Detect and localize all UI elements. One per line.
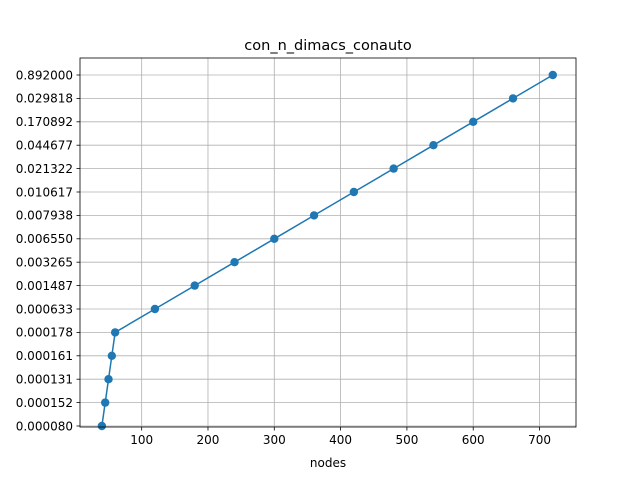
data-point (97, 421, 107, 431)
y-tick-label: 0.021322 (16, 162, 73, 176)
series-layer (97, 70, 557, 431)
y-tick-label: 0.007938 (16, 209, 73, 223)
x-tick-label: 400 (329, 433, 352, 447)
data-point (349, 187, 359, 197)
data-point (389, 164, 398, 173)
y-tick-label: 0.000178 (16, 326, 73, 340)
y-tick-label: 0.044677 (16, 139, 73, 153)
data-point (230, 258, 239, 267)
data-point (270, 234, 279, 243)
x-tick-label: 600 (462, 433, 485, 447)
data-point (508, 94, 518, 103)
data-point (309, 211, 319, 220)
y-axis: 0.000080 0.000152 0.000131 0.000161 0.000178… (16, 68, 80, 433)
chart-title: con_n_dimacs_conauto (244, 38, 412, 54)
x-tick-label: 500 (395, 433, 418, 447)
x-tick-label: 700 (528, 433, 551, 447)
data-point (190, 281, 199, 290)
data-point (100, 398, 110, 407)
y-tick-label: 0.170892 (16, 115, 73, 129)
plot-frame (79, 57, 577, 428)
y-tick-label: 0.006550 (16, 232, 73, 246)
y-tick-label: 0.000152 (16, 396, 73, 410)
x-tick-label: 200 (197, 433, 220, 447)
data-point (429, 141, 438, 150)
x-tick-label: 100 (130, 433, 153, 447)
data-point (107, 351, 117, 360)
x-tick-label: 300 (263, 433, 286, 447)
y-tick-label: 0.000161 (16, 349, 73, 363)
data-point (469, 117, 478, 127)
y-tick-label: 0.003265 (16, 256, 73, 270)
y-tick-label: 0.001487 (16, 279, 73, 293)
y-tick-label: 0.000131 (16, 373, 73, 387)
y-tick-label: 0.029818 (16, 92, 73, 106)
data-point (104, 375, 113, 384)
y-tick-label: 0.892000 (16, 68, 73, 82)
y-tick-label: 0.000080 (16, 419, 73, 433)
series-line (101, 74, 554, 427)
data-point (150, 304, 160, 314)
x-axis: 100 200 300 400 500 600 700 (130, 427, 551, 447)
data-point (110, 328, 120, 337)
data-point (548, 70, 557, 80)
y-tick-label: 0.010617 (16, 185, 73, 199)
y-tick-label: 0.000633 (16, 302, 73, 316)
x-axis-label: nodes (310, 456, 346, 470)
